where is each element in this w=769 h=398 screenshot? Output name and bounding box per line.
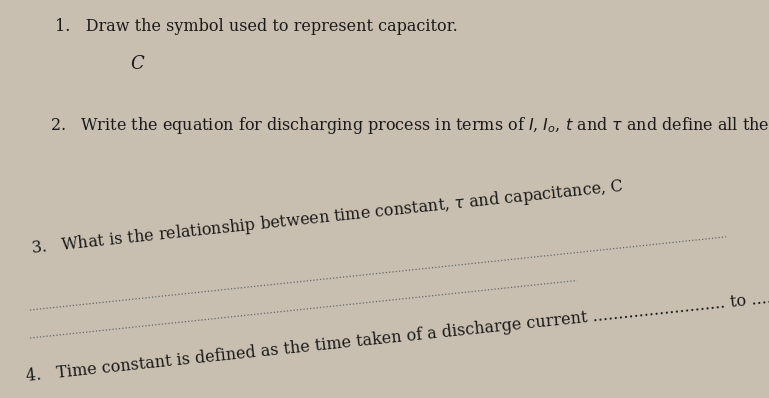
Text: C: C xyxy=(130,55,144,73)
Text: 4.   Time constant is defined as the time taken of a discharge current .........: 4. Time constant is defined as the time … xyxy=(25,280,769,385)
Text: 3.   What is the relationship between time constant, $\tau$ and capacitance, C: 3. What is the relationship between time… xyxy=(30,176,625,259)
Text: 2.   Write the equation for discharging process in terms of $I$, $I_o$, $t$ and : 2. Write the equation for discharging pr… xyxy=(50,115,769,136)
Text: 1.   Draw the symbol used to represent capacitor.: 1. Draw the symbol used to represent cap… xyxy=(55,18,458,35)
